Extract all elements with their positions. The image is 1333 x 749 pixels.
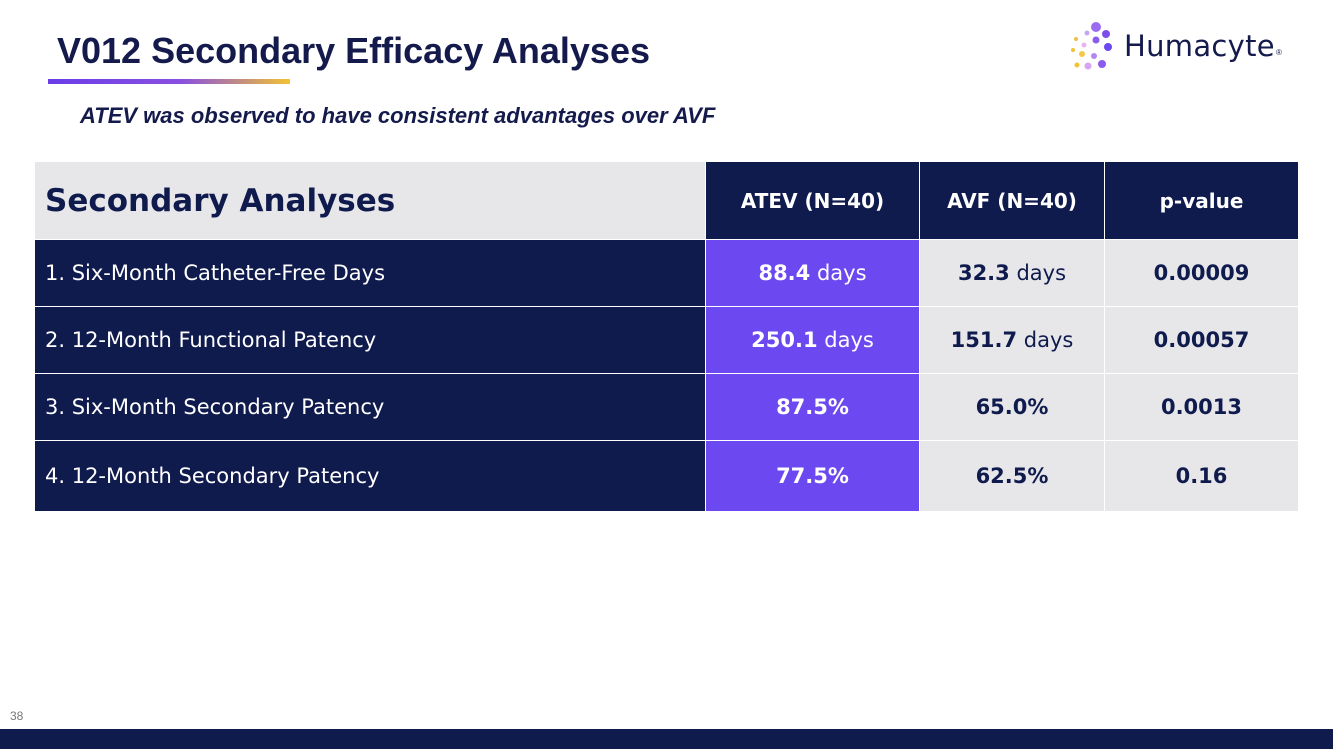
avf-cell: 151.7 days	[919, 306, 1105, 374]
table-row: 4. 12-Month Secondary Patency 77.5% 62.5…	[34, 440, 1299, 512]
atev-cell: 77.5%	[705, 440, 920, 512]
avf-value: 62.5%	[975, 464, 1049, 488]
page-number: 38	[10, 709, 24, 723]
avf-value: 151.7	[950, 328, 1018, 352]
registered-mark: ®	[1275, 47, 1282, 57]
p-value-cell: 0.0013	[1104, 373, 1299, 441]
row-label: 2. 12-Month Functional Patency	[34, 306, 706, 374]
avf-cell: 32.3 days	[919, 239, 1105, 307]
title-underline	[48, 79, 290, 84]
avf-unit: days	[1017, 328, 1074, 352]
atev-cell: 87.5%	[705, 373, 920, 441]
atev-value: 88.4	[758, 261, 811, 285]
atev-value: 77.5%	[776, 464, 849, 488]
table-row: 1. Six-Month Catheter-Free Days 88.4 day…	[34, 239, 1299, 307]
logo-wordmark: Humacyte	[1124, 29, 1275, 63]
avf-unit: days	[1009, 261, 1067, 285]
table-header-label: Secondary Analyses	[34, 161, 706, 240]
row-label: 3. Six-Month Secondary Patency	[34, 373, 706, 441]
p-value-cell: 0.00009	[1104, 239, 1299, 307]
table-header-row: Secondary Analyses ATEV (N=40) AVF (N=40…	[34, 161, 1299, 240]
avf-value: 65.0%	[975, 395, 1049, 419]
table-row: 2. 12-Month Functional Patency 250.1 day…	[34, 306, 1299, 374]
atev-value: 87.5%	[776, 395, 849, 419]
slide-title: V012 Secondary Efficacy Analyses	[57, 30, 650, 71]
atev-value: 250.1	[751, 328, 818, 352]
atev-cell: 250.1 days	[705, 306, 920, 374]
column-header-avf: AVF (N=40)	[919, 161, 1105, 240]
slide-subtitle: ATEV was observed to have consistent adv…	[80, 103, 716, 128]
p-value-cell: 0.00057	[1104, 306, 1299, 374]
avf-cell: 65.0%	[919, 373, 1105, 441]
avf-cell: 62.5%	[919, 440, 1105, 512]
footer-bar	[0, 729, 1333, 749]
atev-cell: 88.4 days	[705, 239, 920, 307]
dot-cluster-icon	[1071, 22, 1112, 70]
table-row: 3. Six-Month Secondary Patency 87.5% 65.…	[34, 373, 1299, 441]
avf-value: 32.3	[957, 261, 1010, 285]
row-label: 1. Six-Month Catheter-Free Days	[34, 239, 706, 307]
p-value-cell: 0.16	[1104, 440, 1299, 512]
humacyte-logo: Humacyte ®	[1066, 20, 1282, 72]
secondary-analyses-table: Secondary Analyses ATEV (N=40) AVF (N=40…	[34, 161, 1299, 512]
atev-unit: days	[817, 328, 874, 352]
column-header-p-value: p-value	[1104, 161, 1299, 240]
column-header-atev: ATEV (N=40)	[705, 161, 920, 240]
atev-unit: days	[810, 261, 867, 285]
row-label: 4. 12-Month Secondary Patency	[34, 440, 706, 512]
